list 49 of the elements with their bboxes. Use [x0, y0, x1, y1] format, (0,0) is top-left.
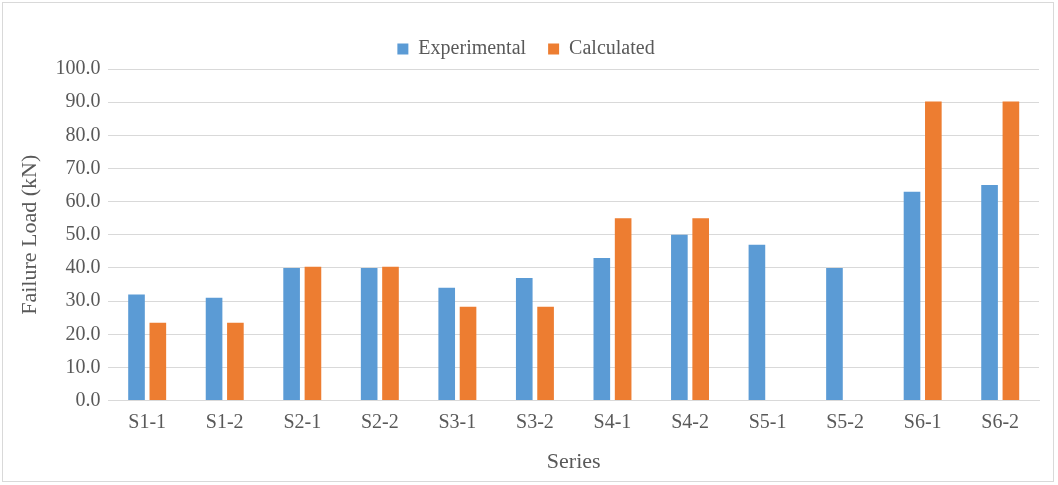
x-tick-label: S1-1	[128, 409, 167, 432]
bar	[459, 306, 477, 401]
bar	[515, 277, 533, 401]
bar	[227, 322, 244, 401]
y-tick-label: 20.0	[65, 321, 101, 344]
x-tick-label: S2-1	[283, 409, 322, 432]
x-tick-label: S4-2	[671, 409, 709, 432]
bar	[205, 297, 223, 401]
bar	[692, 218, 710, 401]
x-tick-label: S5-1	[748, 409, 787, 432]
bar	[903, 191, 921, 401]
bar	[826, 267, 843, 401]
bar	[925, 101, 942, 401]
bar	[382, 266, 399, 401]
bar	[304, 266, 322, 401]
y-tick-label: 40.0	[65, 255, 101, 278]
y-tick-label: 10.0	[65, 354, 101, 377]
bar	[593, 258, 611, 401]
y-tick-label: 70.0	[65, 155, 101, 178]
x-tick-label: S3-1	[438, 409, 477, 432]
y-axis-title: Failure Load (kN)	[15, 154, 41, 315]
bar	[1002, 101, 1020, 401]
x-tick-label: S3-2	[516, 409, 554, 432]
legend-label: Calculated	[569, 36, 655, 59]
y-tick-label: 60.0	[65, 188, 101, 211]
bar	[537, 306, 554, 401]
x-tick-label: S6-1	[903, 409, 942, 432]
bar	[748, 244, 766, 401]
x-tick-label: S4-1	[593, 409, 632, 432]
bar	[360, 267, 378, 401]
x-tick-label: S2-2	[360, 409, 399, 432]
x-axis-title: Series	[546, 447, 601, 473]
x-tick-label: S5-2	[826, 409, 865, 432]
y-tick-label: 90.0	[65, 89, 101, 112]
bar	[438, 287, 456, 401]
y-tick-label: 50.0	[65, 222, 101, 245]
y-tick-label: 30.0	[65, 288, 101, 311]
legend-label: Experimental	[418, 36, 527, 60]
bar	[981, 185, 998, 401]
x-tick-label: S6-2	[981, 409, 1020, 432]
x-tick-label: S1-2	[205, 409, 244, 432]
y-tick-label: 0.0	[75, 387, 101, 410]
bar	[128, 294, 145, 401]
bar	[283, 267, 300, 401]
y-tick-label: 80.0	[65, 122, 101, 145]
bar	[149, 322, 167, 401]
bar	[614, 218, 632, 401]
bar	[671, 234, 688, 401]
y-tick-label: 100.0	[55, 56, 101, 79]
